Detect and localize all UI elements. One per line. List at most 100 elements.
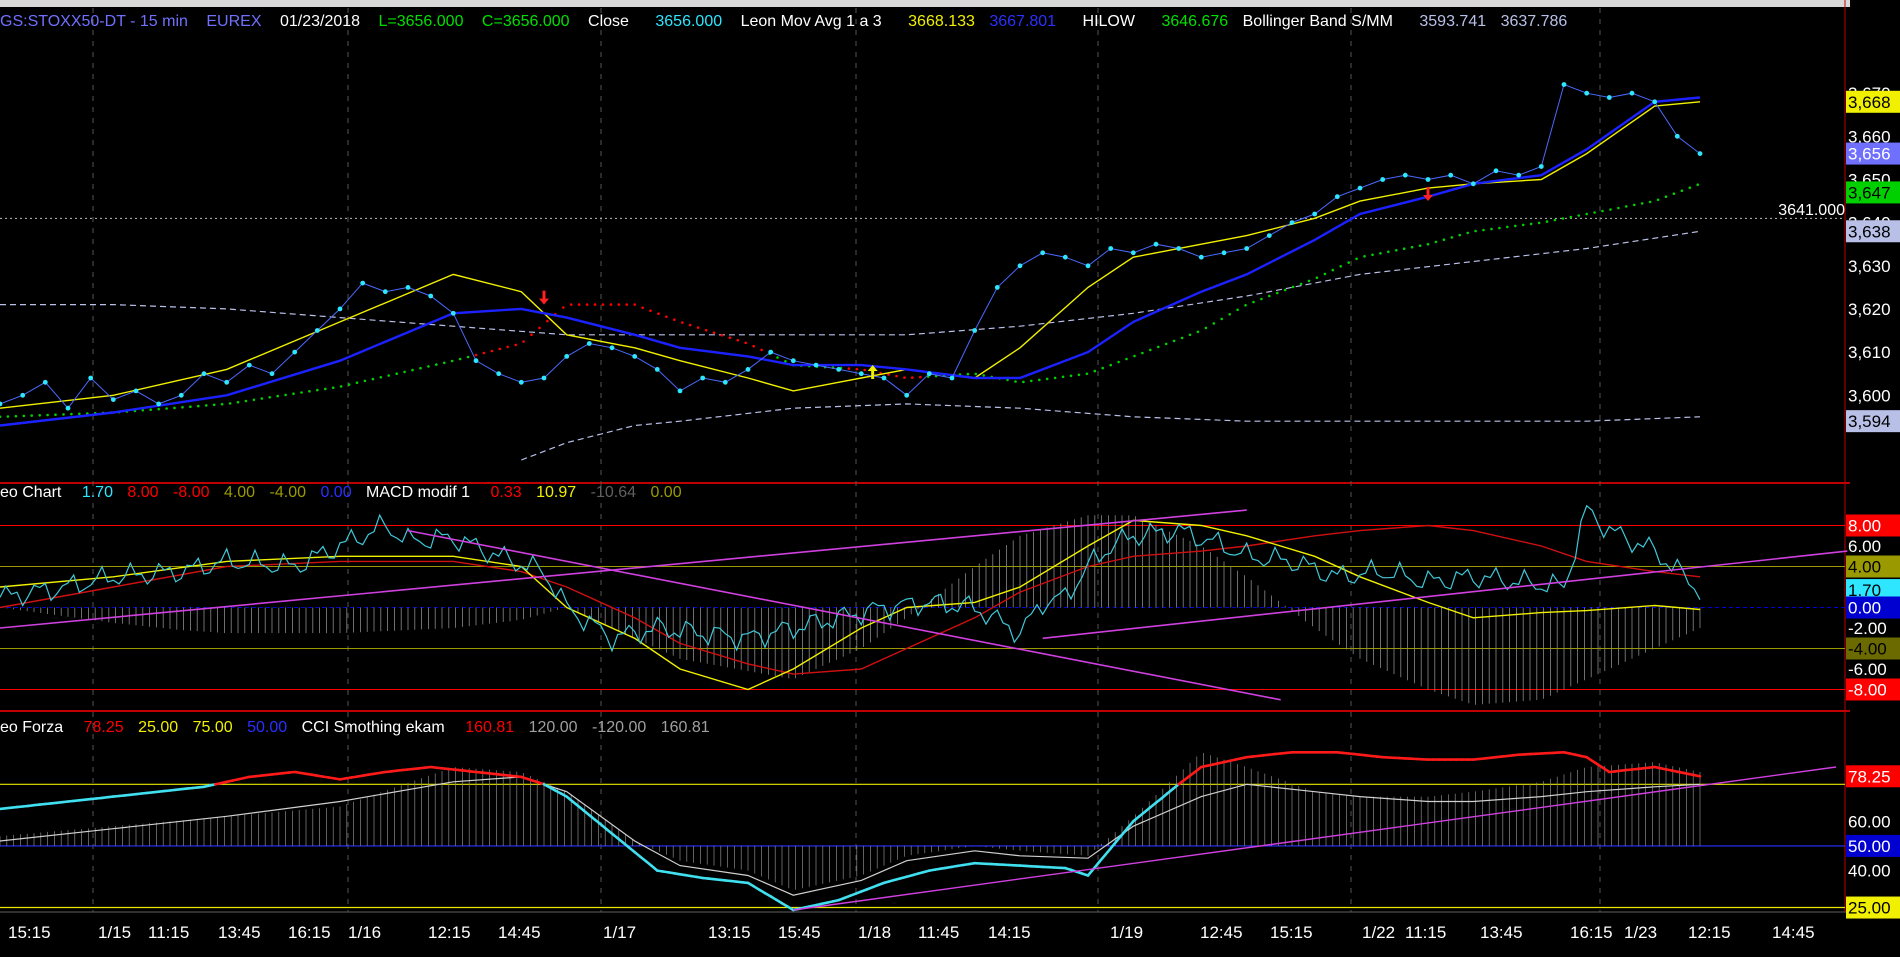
close-point	[20, 392, 26, 398]
hilow-dot	[1402, 247, 1406, 250]
x-axis-label: 12:15	[428, 923, 471, 942]
hilow-dot	[292, 392, 295, 396]
close-point	[541, 375, 547, 381]
close-point	[224, 379, 230, 385]
hilow-dot-red	[696, 326, 700, 329]
hilow-dot	[1307, 279, 1311, 283]
hilow-dot-red	[482, 351, 486, 355]
cci-main-segment	[1092, 860, 1101, 871]
hilow-dot	[443, 361, 446, 365]
hilow-dot	[1180, 336, 1184, 340]
hilow-dot-red	[562, 306, 565, 309]
cci-study-name: eo Forza	[0, 719, 63, 736]
macd-trendline	[1042, 550, 1848, 640]
close-point	[473, 358, 479, 364]
x-axis: 15:15 1/15 11:15 13:45 16:15 1/16 12:15 14:45 1/…	[8, 923, 1815, 942]
hilow-dot-red	[641, 306, 644, 310]
cci-tag: 25.00	[1846, 896, 1900, 919]
hilow-dot	[212, 403, 216, 407]
hilow-dot-red	[911, 376, 914, 379]
hilow-dot	[982, 374, 985, 377]
close-point	[360, 280, 366, 286]
macd-panel[interactable]	[0, 504, 1848, 705]
hilow-dot	[6, 415, 10, 418]
hilow-dot	[1188, 333, 1192, 337]
close-point	[904, 392, 910, 398]
hilow-dot	[1101, 366, 1104, 370]
hilow-dot	[284, 393, 287, 397]
hilow-dot	[1363, 254, 1366, 258]
close-point	[1289, 220, 1295, 226]
hilow-dot	[1228, 313, 1231, 316]
hilow-dot	[46, 413, 49, 417]
hilow-dot	[387, 374, 391, 377]
svg-text:3,656: 3,656	[1848, 145, 1891, 164]
hilow-dot	[1593, 211, 1596, 214]
hilow-dot	[1268, 294, 1271, 298]
hilow-dot	[1514, 224, 1517, 228]
hilow-dot-red	[681, 321, 684, 324]
x-axis-label: 1/15	[98, 923, 131, 942]
hilow-dot	[458, 357, 462, 361]
close-point	[745, 367, 751, 372]
close-point	[1266, 233, 1272, 239]
hilow-dot-red	[498, 347, 502, 351]
x-axis-label: 16:15	[1570, 923, 1613, 942]
x-axis-label: 11:15	[148, 923, 189, 942]
hilow-dot	[205, 404, 208, 407]
hilow-dot	[1688, 186, 1692, 189]
hilow-dot	[308, 390, 311, 393]
macd-tag: -4.00	[1846, 637, 1900, 660]
hilow-dot	[466, 355, 470, 359]
price-tag: 3,656	[1846, 142, 1900, 165]
cci-main-segment	[1103, 847, 1112, 857]
hilow-dot	[1141, 351, 1144, 355]
macd-y-tick: -6.00	[1848, 660, 1887, 679]
close-point	[949, 375, 955, 381]
hilow-dot	[1339, 265, 1342, 268]
hilow-dot	[1355, 257, 1358, 261]
price-tag: 3,668	[1846, 90, 1900, 113]
hilow-dot	[1196, 330, 1200, 334]
hilow-dot	[1648, 200, 1652, 204]
cci-main-segment	[1120, 826, 1129, 837]
hilow-dot	[300, 391, 303, 394]
close-point	[178, 392, 184, 398]
hilow-dot	[784, 360, 787, 363]
macd-value-2: 8.00	[127, 484, 158, 501]
hilow-dot	[244, 399, 248, 403]
ma-study-label: Leon Mov Avg 1 a 3	[741, 13, 882, 30]
hilow-dot	[1291, 285, 1295, 289]
x-axis-label: 1/16	[348, 923, 381, 942]
cci-trendline	[793, 766, 1837, 911]
hilow-dot-red	[744, 341, 747, 345]
hilow-dot	[14, 414, 18, 418]
hilow-dot	[1482, 228, 1485, 232]
close-point	[1221, 250, 1227, 256]
hilow-dot	[1260, 297, 1263, 301]
hilow-dot	[1053, 376, 1057, 380]
close-point	[292, 349, 298, 355]
hilow-dot	[1069, 374, 1073, 378]
hilow-dot	[1395, 249, 1398, 252]
cci-value-3: 75.00	[193, 719, 233, 736]
hilow-dot	[1109, 363, 1112, 367]
price-tag: 3,638	[1846, 220, 1900, 243]
hilow-dot-red	[649, 309, 652, 313]
svg-text:25.00: 25.00	[1848, 899, 1891, 918]
close-point	[1040, 250, 1046, 256]
close-point	[1606, 95, 1612, 100]
hilow-dot-red	[728, 336, 732, 340]
hilow-dot	[1680, 189, 1684, 192]
price-panel[interactable]	[0, 82, 1845, 461]
hilow-dot	[165, 407, 168, 410]
close-point	[65, 405, 71, 411]
cci-value-2: 25.00	[138, 719, 178, 736]
svg-text:78.25: 78.25	[1848, 767, 1891, 786]
close-point	[1402, 172, 1408, 178]
x-axis-label: 14:45	[498, 923, 541, 942]
cci-panel[interactable]	[0, 750, 1845, 912]
hilow-dot	[70, 412, 73, 416]
price-tag: 3,647	[1846, 181, 1900, 204]
